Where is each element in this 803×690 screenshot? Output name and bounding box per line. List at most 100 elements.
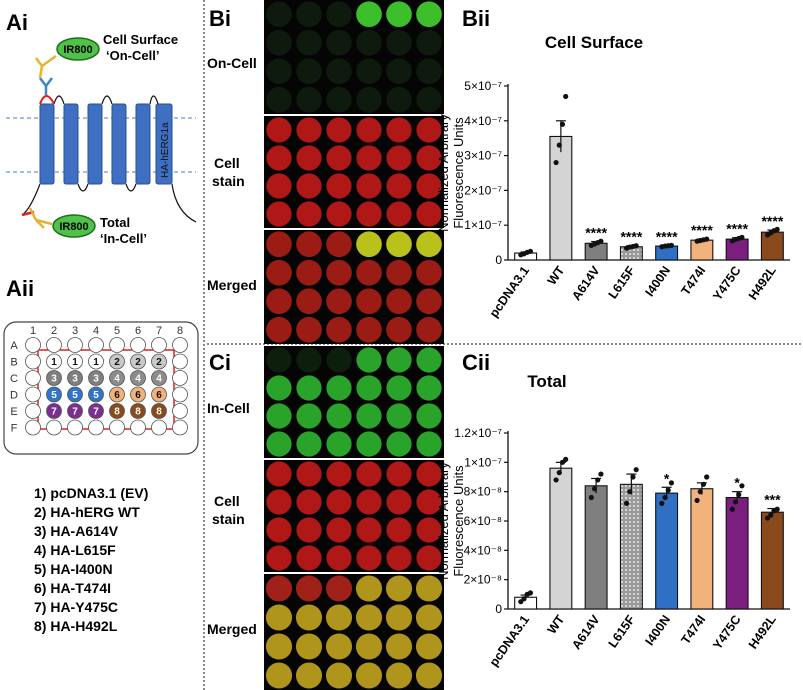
- x-tick-label: L615F: [606, 612, 638, 650]
- data-point: [704, 236, 710, 242]
- scan-well: [266, 58, 292, 85]
- significance-label: *: [734, 475, 740, 491]
- plate-col-label: 5: [114, 325, 120, 337]
- scan-well: [266, 231, 292, 258]
- scan-well: [386, 259, 412, 286]
- plate-well: [67, 353, 83, 370]
- scan-well: [416, 231, 442, 258]
- scan-well: [326, 403, 352, 429]
- data-point: [591, 486, 598, 492]
- panel-label-ci: Ci: [209, 350, 231, 375]
- scan-well: [266, 1, 292, 28]
- chart-cell-surface: Cell Surface Normalized Arbitrary Fluoresc…: [436, 33, 790, 320]
- bi-scan-images: [264, 0, 444, 344]
- scan-well: [326, 489, 352, 515]
- y-tick-label: 5×10⁻⁷: [464, 79, 502, 93]
- scan-well: [416, 347, 442, 373]
- ci-cell-row-label: Cell: [214, 493, 240, 509]
- scan-well: [386, 545, 412, 571]
- plate-well: [151, 403, 167, 419]
- scan-well: [386, 231, 412, 258]
- scan-well: [386, 347, 412, 373]
- bar: [690, 488, 714, 610]
- scan-well: [416, 517, 442, 543]
- significance-label: *: [664, 470, 670, 486]
- x-tick-label: WT: [545, 612, 568, 636]
- legend-item-7: 7) HA-Y475C: [34, 599, 118, 615]
- scan-well: [296, 29, 322, 56]
- plate-well: [67, 337, 83, 353]
- plate-well: [88, 403, 104, 419]
- data-point: [694, 497, 700, 504]
- scan-well: [356, 231, 382, 258]
- plate-row-label: D: [10, 390, 18, 402]
- scan-well: [416, 403, 442, 429]
- significance-label: ****: [620, 229, 642, 245]
- scan-well: [266, 431, 292, 457]
- bar: [725, 496, 749, 610]
- plate-well: [109, 419, 125, 436]
- x-tick-label: I400N: [642, 613, 673, 648]
- scan-well: [356, 117, 382, 143]
- scan-well: [415, 604, 443, 631]
- scan-well: [266, 489, 292, 515]
- cell-surface-label: Cell Surface: [103, 32, 178, 47]
- on-cell-label: ‘On-Cell’: [106, 48, 159, 63]
- in-cell-row-label: In-Cell: [207, 400, 250, 416]
- scan-well: [416, 545, 442, 571]
- data-point: [598, 471, 604, 477]
- data-point: [556, 142, 562, 148]
- plate-well-number: 2: [156, 357, 162, 368]
- significance-label: ***: [764, 492, 781, 508]
- plate-well-number: 5: [72, 390, 78, 401]
- x-tick-label: WT: [545, 263, 568, 287]
- scan-well: [416, 29, 442, 56]
- legend-item-6: 6) HA-T474I: [34, 580, 111, 596]
- plate-well-number: 4: [114, 374, 120, 385]
- plate-row-label: E: [10, 406, 17, 418]
- plate-well-number: 1: [93, 357, 99, 368]
- scan-well: [326, 431, 352, 457]
- scan-well: [356, 431, 382, 457]
- plate-col-label: 3: [72, 325, 78, 337]
- y-tick-label: 0: [495, 253, 502, 267]
- x-tick-label: Y475C: [710, 613, 743, 652]
- plate-well: [109, 403, 125, 419]
- scan-well: [416, 173, 442, 199]
- plate-well-number: 8: [114, 407, 120, 418]
- data-point: [588, 494, 594, 501]
- bi-merged-scan-background: [264, 230, 444, 344]
- data-point: [665, 487, 671, 493]
- data-point: [553, 159, 559, 166]
- scan-well: [296, 545, 322, 571]
- scan-well: [266, 86, 292, 113]
- plate-well-number: 2: [114, 357, 120, 368]
- data-point: [774, 506, 780, 512]
- legend-item-2: 2) HA-hERG WT: [34, 504, 140, 520]
- scan-well: [295, 575, 323, 602]
- scan-well: [356, 517, 382, 543]
- x-tick-label: T474I: [679, 613, 709, 647]
- scan-well: [296, 201, 322, 227]
- on-cell-row-label: On-Cell: [207, 55, 257, 71]
- scan-well: [296, 403, 322, 429]
- scan-well: [296, 1, 322, 28]
- scan-well: [325, 575, 353, 602]
- scan-well: [386, 316, 412, 343]
- plate-row-label: C: [10, 373, 18, 385]
- scan-well: [266, 375, 292, 401]
- scan-well: [265, 633, 293, 660]
- scan-well: [266, 259, 292, 286]
- x-tick-label: H492L: [746, 263, 779, 302]
- scan-well: [386, 58, 412, 85]
- bar: [655, 492, 679, 610]
- y-axis-label: Normalized Arbitrary: [436, 114, 451, 232]
- plate-well: [25, 419, 41, 436]
- scan-well: [386, 173, 412, 199]
- plate-well: [130, 337, 146, 353]
- ci-merged-scan: [264, 574, 444, 690]
- scan-well: [355, 604, 383, 631]
- data-point: [700, 481, 707, 487]
- significance-label: ****: [585, 225, 607, 241]
